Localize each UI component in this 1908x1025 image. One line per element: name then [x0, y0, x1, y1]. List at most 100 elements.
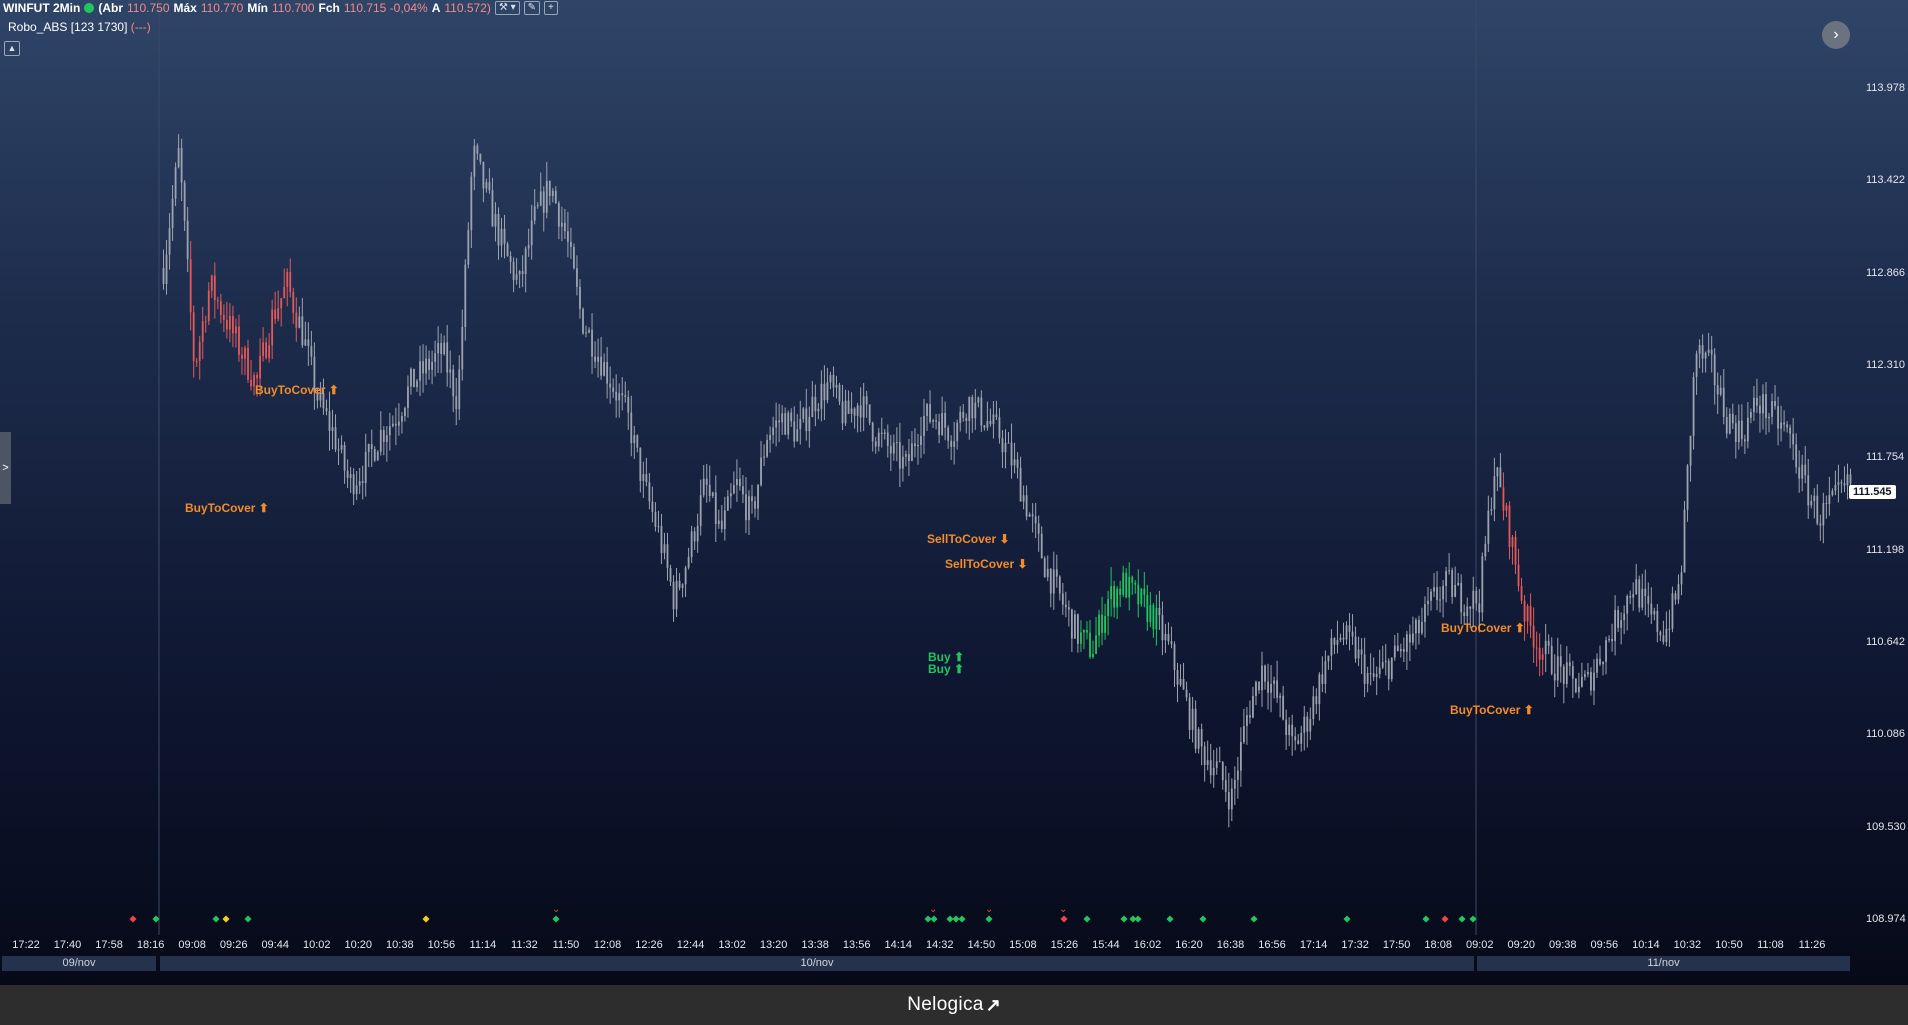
candle-body [1098, 614, 1100, 636]
time-tick-label: 10:20 [344, 939, 373, 951]
candle-body [1475, 590, 1478, 604]
candle-body [1686, 465, 1689, 510]
a-label: A [431, 1, 441, 15]
candle-body [959, 411, 962, 423]
candle-body [1801, 464, 1804, 479]
candle-body [1424, 604, 1426, 622]
side-panel-toggle[interactable]: > [0, 432, 11, 504]
marker-dot [1199, 915, 1207, 923]
candle-body [464, 264, 467, 327]
candle-body [1813, 495, 1816, 502]
trade-signal-label: BuyToCover ⬆ [255, 383, 339, 397]
candle-body [228, 315, 231, 330]
candle-body [1547, 640, 1550, 646]
candle-body [1357, 649, 1360, 659]
candle-body [1574, 678, 1577, 693]
candle-body [748, 496, 750, 521]
candle-body [814, 396, 817, 412]
candle-body [1399, 649, 1402, 652]
candle-body [1405, 634, 1408, 652]
robot-name: Robo_ABS [123 1730] [8, 20, 128, 34]
candle-body [1351, 631, 1354, 637]
time-tick-label: 13:38 [801, 939, 829, 951]
time-tick-label: 09:26 [219, 939, 248, 951]
candle-body [889, 445, 892, 454]
candle-body [1194, 708, 1197, 749]
candle-body [557, 202, 560, 227]
candle-body [524, 248, 527, 275]
brand-logo-icon: ↗ [985, 994, 1001, 1015]
candle-body [1110, 586, 1113, 600]
candle-body [1783, 422, 1786, 425]
tools-dropdown-button[interactable]: ⚒ ▾ [494, 1, 520, 15]
candle-body [729, 493, 732, 497]
candle-body [1795, 444, 1798, 468]
candle-body [847, 400, 850, 414]
candle-body [1306, 716, 1309, 732]
candle-body [1230, 788, 1233, 810]
candle-body [775, 420, 778, 428]
time-tick-label: 10:02 [302, 939, 331, 951]
candle-body [651, 501, 654, 513]
price-plot[interactable]: ⌄ ⌄ ⌄ ⌄ [0, 0, 1908, 985]
candle-body [1526, 606, 1529, 622]
candle-body [585, 332, 587, 334]
candle-body [968, 396, 971, 421]
time-tick-label: 13:02 [718, 939, 746, 951]
candle-body [908, 454, 910, 462]
candle-body [437, 343, 440, 354]
candle-body [1692, 376, 1695, 436]
add-icon[interactable]: + [544, 1, 558, 15]
candle-body [1040, 533, 1043, 559]
candle-body [853, 408, 856, 416]
candle-body [1312, 696, 1315, 720]
candle-body [274, 309, 277, 320]
candle-body [419, 361, 421, 381]
candle-body [1584, 674, 1586, 677]
candle-body [1294, 736, 1297, 741]
candle-body [1846, 474, 1849, 486]
candle-body [503, 228, 506, 244]
chart-area[interactable] [0, 0, 1908, 985]
scroll-right-button[interactable]: › [1822, 21, 1850, 49]
candle-body [1179, 679, 1182, 685]
candle-body [1710, 349, 1713, 355]
candle-body [397, 421, 400, 426]
candle-body [723, 510, 726, 529]
candle-body [425, 358, 427, 374]
candle-body [1427, 600, 1429, 605]
time-tick-label: 10:32 [1673, 939, 1702, 951]
candle-body [554, 190, 557, 203]
candle-body [950, 440, 953, 447]
candle-body [1445, 571, 1448, 586]
marker-dot [1166, 915, 1174, 923]
candle-body [1016, 459, 1019, 468]
candle-body [1188, 697, 1191, 730]
candle-body [1762, 394, 1764, 414]
candle-body [681, 584, 684, 588]
candle-body [1478, 603, 1481, 613]
candle-body [1080, 632, 1082, 644]
robot-params: (---) [130, 20, 151, 34]
edit-icon[interactable]: ✎ [523, 1, 541, 15]
time-tick-label: 14:32 [926, 939, 954, 951]
candle-body [566, 231, 569, 242]
candle-body [1771, 401, 1773, 417]
candle-body [726, 496, 729, 511]
candle-body [298, 316, 301, 328]
candle-body [186, 220, 189, 260]
collapse-panel-button[interactable]: ▲ [4, 41, 20, 56]
candle-body [1149, 605, 1152, 622]
candle-body [259, 356, 261, 379]
candle-body [1466, 606, 1469, 617]
candle-body [210, 275, 213, 291]
candle-body [886, 432, 889, 446]
candle-body [1402, 649, 1405, 652]
candle-body [440, 343, 443, 355]
candle-body [1249, 715, 1251, 718]
candle-body [241, 354, 243, 359]
candle-body [983, 425, 986, 428]
candle-body [654, 512, 657, 527]
candle-body [548, 181, 551, 196]
candle-body [1448, 570, 1451, 572]
